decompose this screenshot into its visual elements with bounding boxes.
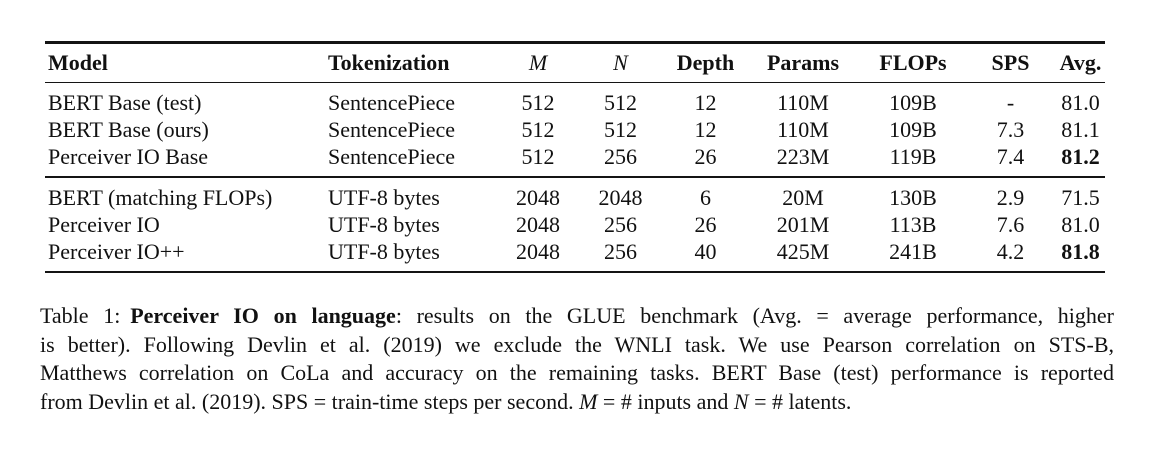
cell-avg-best: 81.8 — [1061, 238, 1100, 264]
table-header-rule — [45, 81, 1105, 83]
cell-m: 2048 — [516, 184, 560, 210]
column-header-sps: SPS — [991, 50, 1030, 75]
cell-sps: 7.3 — [996, 117, 1025, 142]
caption-text: from Devlin et al. (2019). SPS = train-t… — [40, 388, 580, 414]
cell-flops: 109B — [889, 90, 937, 115]
table-top-rule — [45, 41, 1105, 44]
table-row: Perceiver IO UTF-8 bytes 2048 256 26 201… — [45, 211, 1105, 238]
column-header-m: M — [528, 50, 548, 75]
cell-avg: 81.0 — [1061, 211, 1100, 237]
cell-model: BERT Base (test) — [48, 90, 202, 115]
caption-line-2: is better). Following Devlin et al. (201… — [40, 331, 1114, 360]
caption-line-3: Matthews correlation on CoLa and accurac… — [40, 359, 1114, 388]
column-header-flops: FLOPs — [879, 50, 947, 75]
caption-math-n: N — [733, 388, 749, 414]
table-row: Perceiver IO++ UTF-8 bytes 2048 256 40 4… — [45, 238, 1105, 265]
table-row: Perceiver IO Base SentencePiece 512 256 … — [45, 143, 1105, 170]
cell-sps: - — [1006, 90, 1015, 115]
table-row: BERT (matching FLOPs) UTF-8 bytes 2048 2… — [45, 184, 1105, 211]
cell-params: 223M — [776, 144, 830, 169]
column-header-params: Params — [766, 50, 840, 75]
cell-flops: 130B — [889, 184, 937, 210]
cell-flops: 241B — [889, 238, 937, 264]
cell-tokenization: SentencePiece — [328, 117, 456, 142]
column-header-model: Model — [48, 50, 108, 75]
cell-n: 512 — [604, 90, 637, 115]
table-row: BERT Base (test) SentencePiece 512 512 1… — [45, 89, 1105, 116]
cell-tokenization: UTF-8 bytes — [328, 184, 440, 210]
cell-model: BERT (matching FLOPs) — [48, 184, 273, 210]
cell-depth: 40 — [694, 238, 717, 264]
table-header-row: Model Tokenization M N Depth Params FLOP… — [45, 44, 1105, 82]
cell-depth: 26 — [694, 211, 717, 237]
cell-depth: 12 — [694, 90, 717, 115]
cell-sps: 7.6 — [996, 211, 1025, 237]
cell-tokenization: UTF-8 bytes — [328, 211, 440, 237]
cell-params: 201M — [776, 211, 830, 237]
caption-text: : results on the GLUE benchmark (Avg. = … — [395, 303, 1114, 328]
cell-sps: 4.2 — [996, 238, 1025, 264]
cell-n: 256 — [604, 211, 637, 237]
cell-depth: 6 — [700, 184, 711, 210]
cell-n: 2048 — [598, 184, 643, 210]
cell-m: 512 — [521, 90, 555, 115]
cell-avg: 81.1 — [1061, 117, 1100, 142]
cell-params: 110M — [777, 90, 829, 115]
cell-sps: 7.4 — [996, 144, 1025, 169]
cell-flops: 109B — [889, 117, 937, 142]
caption-line-4: from Devlin et al. (2019). SPS = train-t… — [40, 388, 1114, 417]
cell-avg-best: 81.2 — [1061, 144, 1100, 169]
table-caption: Table 1: Perceiver IO on language: result… — [40, 302, 1114, 416]
cell-depth: 26 — [694, 144, 717, 169]
cell-model: Perceiver IO++ — [48, 238, 185, 264]
cell-avg: 71.5 — [1061, 184, 1100, 210]
cell-flops: 113B — [889, 211, 937, 237]
results-table: Model Tokenization M N Depth Params FLOP… — [45, 41, 1105, 273]
table-bottom-rule — [45, 270, 1105, 273]
cell-params: 110M — [777, 117, 829, 142]
cell-flops: 119B — [889, 144, 937, 169]
cell-params: 425M — [776, 238, 830, 264]
caption-text: = # inputs and — [597, 388, 734, 414]
column-header-n: N — [613, 50, 628, 75]
caption-math-m: M — [579, 388, 598, 414]
column-header-depth: Depth — [676, 50, 735, 75]
column-header-avg: Avg. — [1059, 50, 1102, 75]
cell-model: BERT Base (ours) — [48, 117, 209, 142]
cell-n: 256 — [604, 144, 637, 169]
cell-tokenization: SentencePiece — [328, 144, 456, 169]
cell-depth: 12 — [694, 117, 717, 142]
table-group-sentencepiece: BERT Base (test) SentencePiece 512 512 1… — [45, 83, 1105, 176]
cell-tokenization: SentencePiece — [328, 90, 456, 115]
cell-n: 256 — [604, 238, 637, 264]
cell-m: 2048 — [516, 238, 560, 264]
cell-n: 512 — [604, 117, 637, 142]
caption-text: Matthews correlation on CoLa and accurac… — [40, 360, 1114, 385]
table-mid-rule — [45, 176, 1105, 178]
cell-model: Perceiver IO — [48, 211, 160, 237]
cell-m: 512 — [521, 144, 555, 169]
cell-params: 20M — [782, 184, 824, 210]
table-row: BERT Base (ours) SentencePiece 512 512 1… — [45, 116, 1105, 143]
caption-table-number: Table 1: — [40, 303, 121, 328]
cell-tokenization: UTF-8 bytes — [328, 238, 440, 264]
cell-m: 512 — [521, 117, 555, 142]
caption-text: is better). Following Devlin et al. (201… — [40, 331, 1114, 357]
caption-text: = # latents. — [748, 388, 852, 414]
caption-line-1: Table 1: Perceiver IO on language: result… — [40, 302, 1114, 331]
table-group-utf8: BERT (matching FLOPs) UTF-8 bytes 2048 2… — [45, 178, 1105, 271]
cell-model: Perceiver IO Base — [48, 144, 209, 169]
caption-title: Perceiver IO on language — [130, 303, 396, 328]
cell-avg: 81.0 — [1061, 90, 1100, 115]
cell-sps: 2.9 — [996, 184, 1025, 210]
cell-m: 2048 — [516, 211, 560, 237]
column-header-tokenization: Tokenization — [328, 50, 450, 75]
